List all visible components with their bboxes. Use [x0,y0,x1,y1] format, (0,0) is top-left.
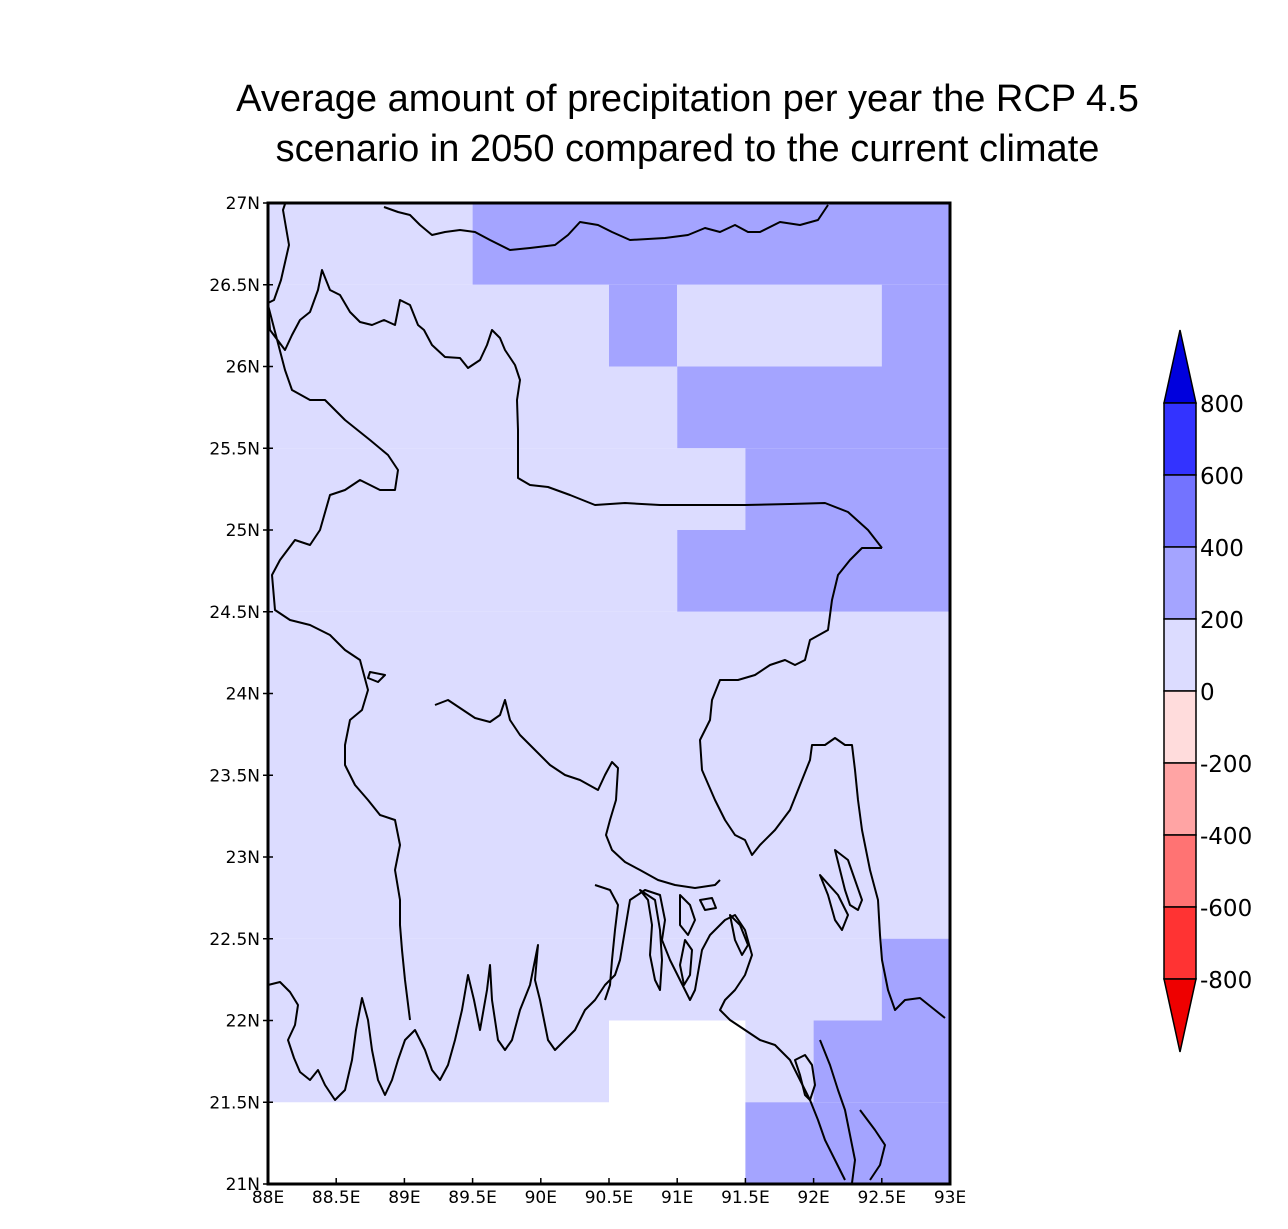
colorbar-tick-label: 800 [1200,392,1244,418]
y-tick-label: 24N [226,685,260,705]
y-tick-label: 22N [226,1012,260,1032]
colorbar-tick-label: -400 [1200,824,1252,850]
y-tick-label: 25.5N [209,439,260,459]
grid-cell [472,203,950,285]
grid-cell [745,1020,814,1103]
coastline-delta [267,889,846,1181]
y-tick-label: 21.5N [209,1093,260,1113]
grid-cell [745,1102,950,1184]
grid-cell [609,284,678,367]
border-west [267,203,883,1021]
colorbar-tick-label: -800 [1200,968,1252,994]
title-line-2: scenario in 2050 compared to the current… [275,128,1100,170]
colorbar-tick-label: 600 [1200,464,1244,490]
x-tick-label: 91.5E [721,1188,770,1208]
y-tick-label: 24.5N [209,603,260,623]
y-tick-label: 23N [226,848,260,868]
grid-cell [268,284,609,367]
colorbar-segment [1163,762,1197,836]
island-5 [729,914,749,956]
colorbar-tick-label: -600 [1200,896,1252,922]
colorbar-tick-label: 400 [1200,536,1244,562]
y-tick-label: 22.5N [209,930,260,950]
grid-cell [881,284,950,367]
coastline-bottom [819,1039,856,1184]
colorbar-segment [1163,546,1197,620]
island-2 [639,889,663,991]
river [434,699,721,889]
grid-cell [268,366,678,449]
colorbar-segment [1163,834,1197,908]
grid-cell [268,203,473,285]
map-title: Average amount of precipitation per year… [110,74,1265,174]
colorbar-segment [1163,618,1197,692]
y-tick-label: 23.5N [209,766,260,786]
x-tick-label: 91E [661,1188,693,1208]
colorbar-segment [1163,402,1197,476]
x-tick-label: 88E [252,1188,284,1208]
border-north [383,204,829,251]
x-tick-label: 90.5E [585,1188,634,1208]
border-east [699,547,946,1019]
x-tick-label: 89E [388,1188,420,1208]
colorbar: 800 600 400 200 0 -200 -400 -600 -800 [1163,329,1252,1053]
x-tick-label: 88.5E [312,1188,361,1208]
grid-cell [268,530,678,612]
grid-cell [677,284,882,367]
y-tick-label: 26N [226,358,260,378]
colorbar-bottom-arrow [1163,978,1197,1053]
grid-cell [268,1020,609,1103]
island-6 [679,939,693,986]
y-tick-label: 26.5N [209,276,260,296]
grid-cell [677,366,950,449]
coastline-borders [267,203,946,1184]
grid-cell [268,938,882,1021]
grid-cell [745,448,950,530]
colorbar-segment [1163,474,1197,548]
colorbar-segment [1163,690,1197,764]
grid-cell [268,448,746,530]
x-tick-label: 90E [525,1188,557,1208]
grid-cell [268,611,950,939]
y-tick-label: 21N [226,1175,260,1195]
title-line-1: Average amount of precipitation per year… [236,78,1139,120]
x-tick-label: 93E [934,1188,966,1208]
colorbar-top-arrow [1163,329,1197,404]
colorbar-tick-label: 0 [1200,680,1215,706]
grid-cells [268,203,950,1184]
colorbar-tick-label: -200 [1200,752,1252,778]
y-tick-label: 25N [226,521,260,541]
island-7 [367,671,386,683]
x-tick-label: 92.5E [858,1188,907,1208]
island-1 [594,884,619,1001]
map-axes: 88E 88.5E 89E 89.5E 90E 90.5E 91E 91.5E 92E 92.5E… [209,194,966,1208]
coastline-southeast [794,849,886,1181]
grid-cell [813,1020,950,1103]
x-tick-label: 92E [797,1188,829,1208]
grid-cell [881,938,950,1021]
colorbar-tick-label: 200 [1200,608,1244,634]
island-4 [699,897,717,911]
colorbar-segment [1163,906,1197,980]
grid-cell [677,530,950,612]
x-tick-label: 89.5E [448,1188,497,1208]
y-tick-label: 27N [226,194,260,214]
island-3 [679,894,696,936]
